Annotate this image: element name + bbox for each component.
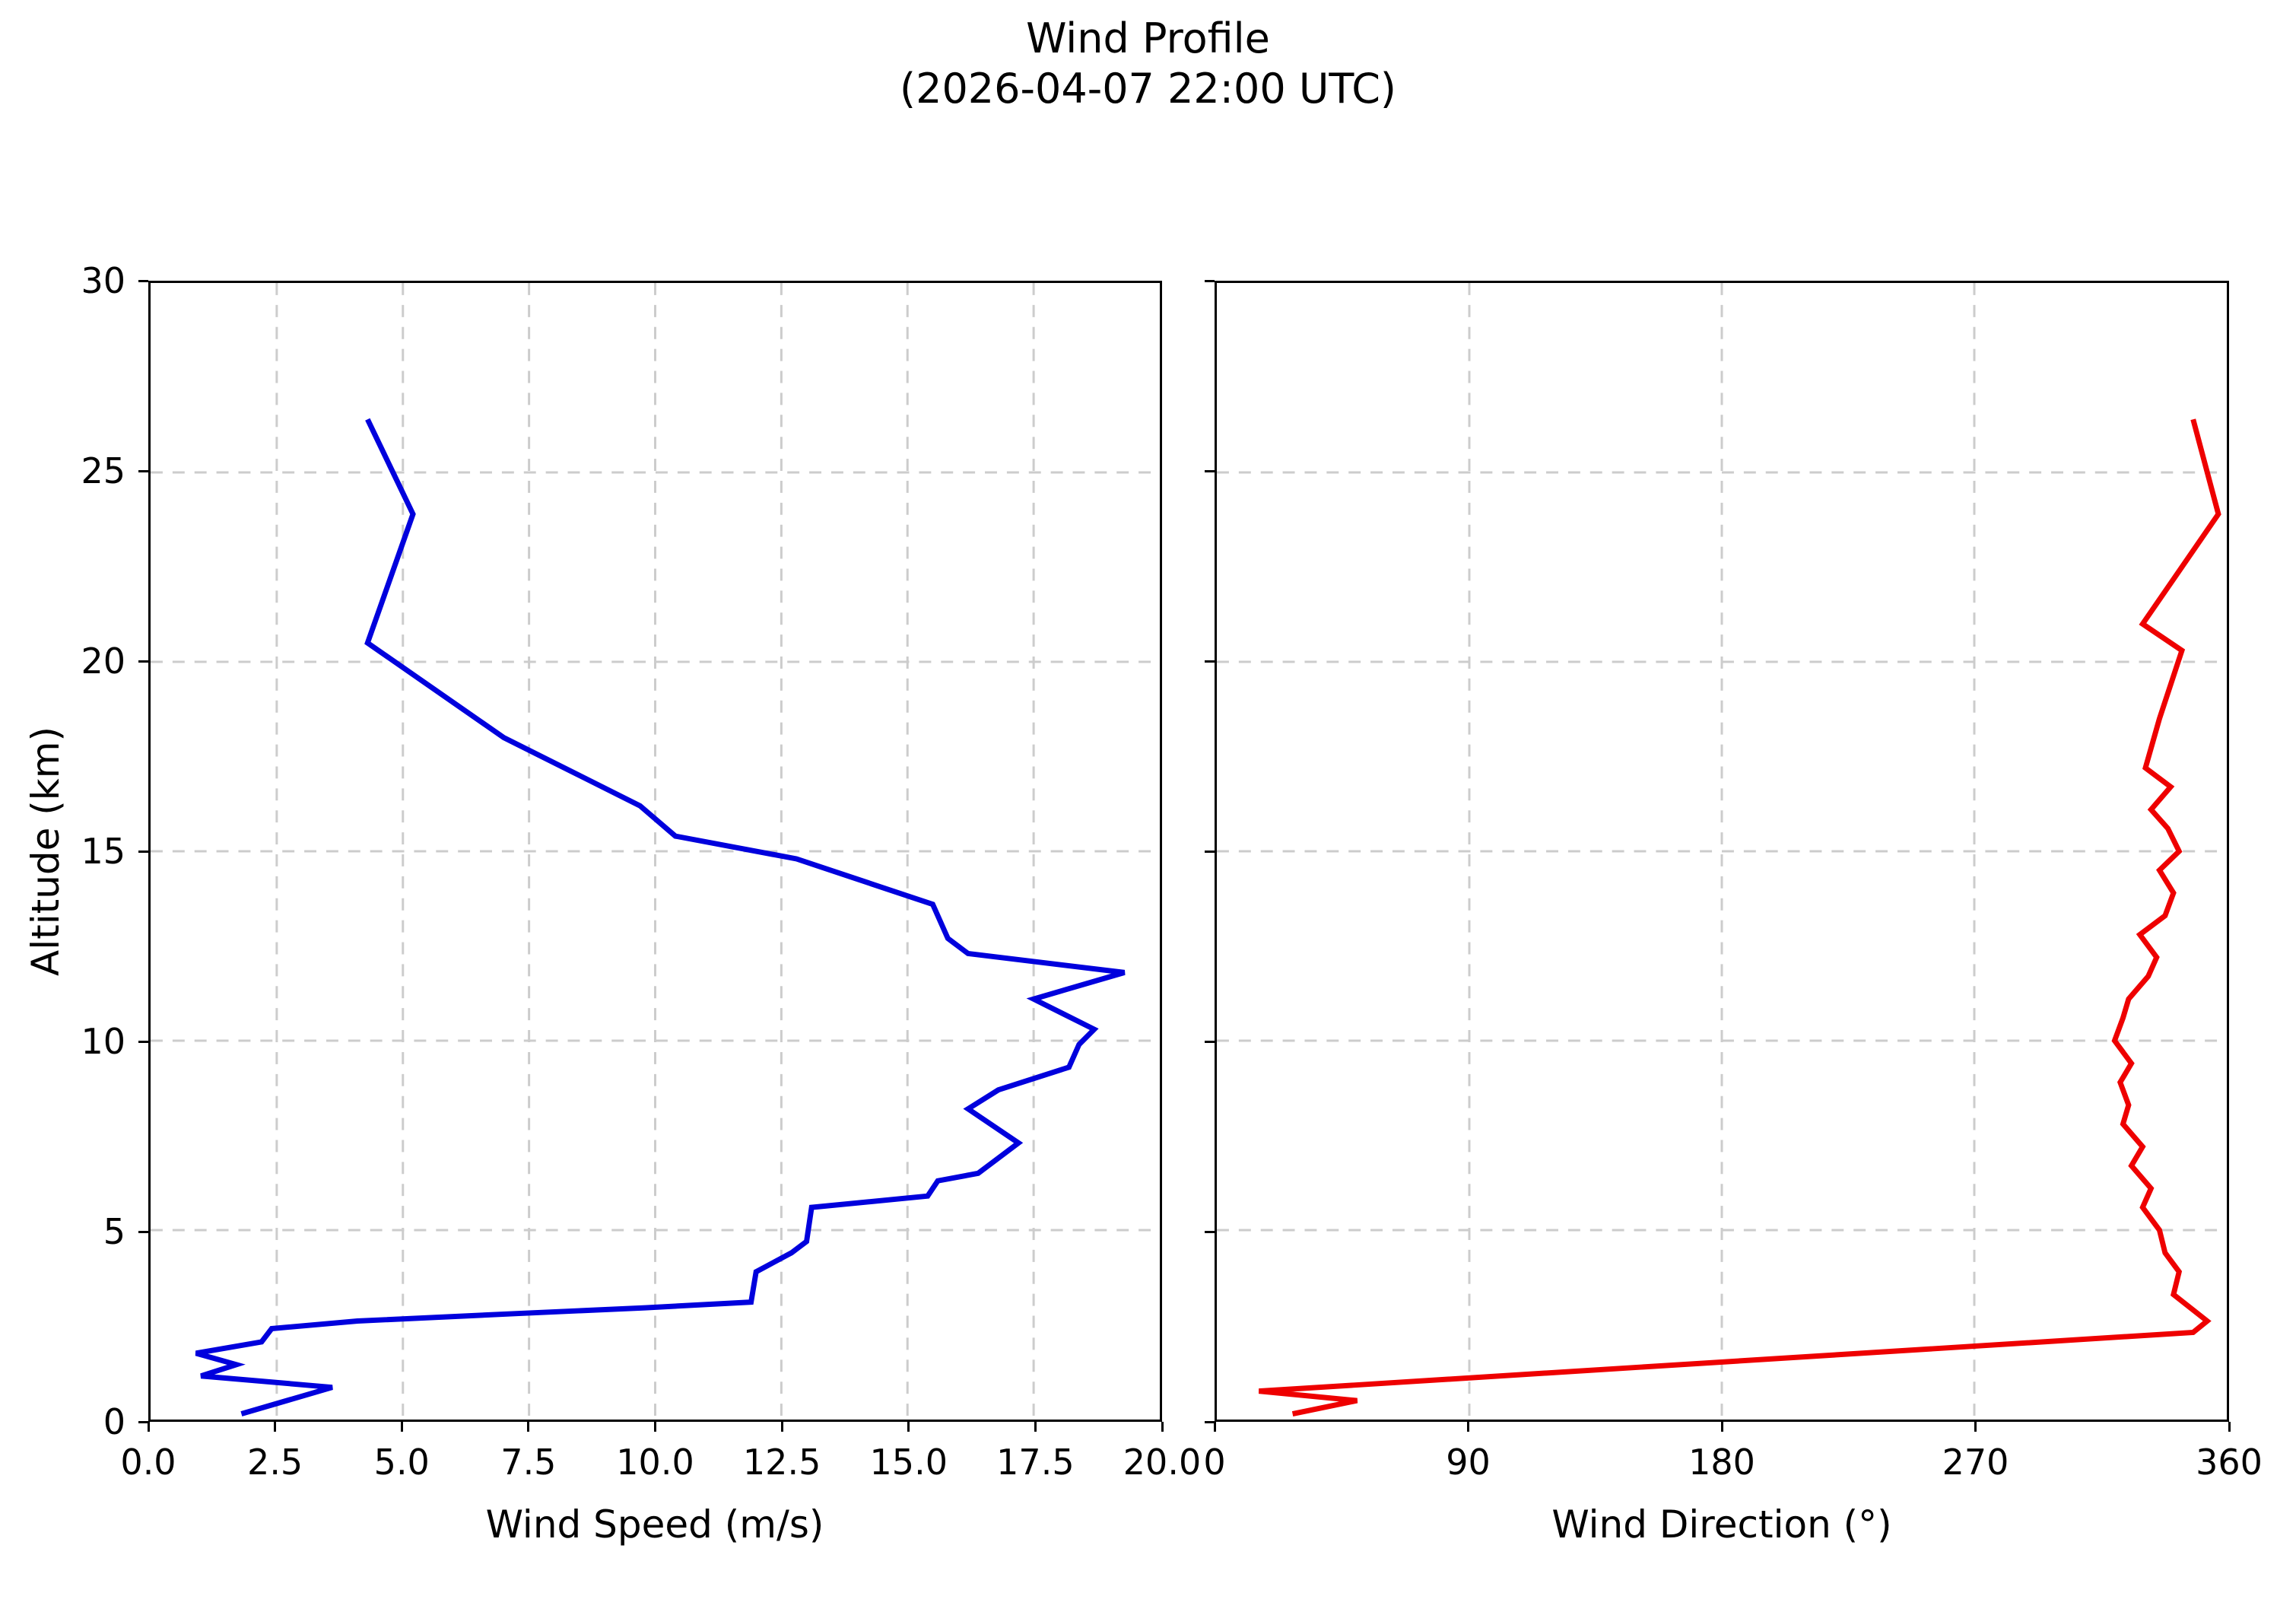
x-axis-label-wind-speed: Wind Speed (m/s) xyxy=(485,1502,824,1547)
y-tick-label: 25 xyxy=(81,450,125,491)
x-tick-mark xyxy=(1034,1422,1037,1432)
x-tick-mark xyxy=(1974,1422,1977,1432)
x-tick-mark xyxy=(654,1422,656,1432)
x-tick-label: 270 xyxy=(1942,1442,2009,1483)
y-tick-mark xyxy=(1205,1230,1215,1233)
y-tick-mark xyxy=(1205,660,1215,663)
x-tick-label: 5.0 xyxy=(373,1442,430,1483)
y-tick-label: 5 xyxy=(103,1211,125,1252)
y-tick-mark xyxy=(138,1040,148,1043)
x-tick-mark xyxy=(400,1422,403,1432)
x-axis-label-wind-direction: Wind Direction (°) xyxy=(1551,1502,1892,1547)
series-line-dir xyxy=(1258,418,2221,1416)
y-tick-mark xyxy=(138,469,148,472)
x-tick-label: 7.5 xyxy=(500,1442,557,1483)
x-tick-label: 180 xyxy=(1688,1442,1755,1483)
x-tick-mark xyxy=(147,1422,150,1432)
y-tick-label: 15 xyxy=(81,831,125,872)
wind-speed-plot-panel xyxy=(148,281,1162,1422)
page-title: Wind Profile xyxy=(1026,14,1270,62)
grid-lines xyxy=(151,283,1160,1420)
y-tick-label: 0 xyxy=(103,1401,125,1442)
y-tick-mark xyxy=(138,1230,148,1233)
series-line-speed xyxy=(195,418,1126,1416)
y-tick-mark xyxy=(1205,279,1215,282)
y-tick-mark xyxy=(1205,469,1215,472)
x-tick-mark xyxy=(2228,1422,2231,1432)
x-tick-label: 2.5 xyxy=(247,1442,303,1483)
x-tick-label: 90 xyxy=(1446,1442,1491,1483)
wind-direction-plot-area xyxy=(1217,283,2227,1420)
x-tick-label: 0.0 xyxy=(120,1442,176,1483)
page-subtitle: (2026-04-07 22:00 UTC) xyxy=(900,64,1396,113)
grid-lines xyxy=(1217,283,2227,1420)
x-tick-mark xyxy=(1720,1422,1723,1432)
x-tick-mark xyxy=(1467,1422,1469,1432)
y-tick-mark xyxy=(138,660,148,663)
y-tick-mark xyxy=(1205,1040,1215,1043)
x-tick-label: 0 xyxy=(1203,1442,1226,1483)
y-tick-mark xyxy=(1205,1420,1215,1423)
figure-title-block: Wind Profile (2026-04-07 22:00 UTC) xyxy=(0,14,2296,114)
x-tick-label: 20.0 xyxy=(1123,1442,1202,1483)
x-tick-label: 15.0 xyxy=(869,1442,948,1483)
x-tick-label: 17.5 xyxy=(996,1442,1075,1483)
wind-direction-plot-panel xyxy=(1215,281,2229,1422)
x-tick-mark xyxy=(780,1422,783,1432)
y-tick-label: 20 xyxy=(81,641,125,682)
x-tick-mark xyxy=(1161,1422,1164,1432)
x-tick-mark xyxy=(527,1422,530,1432)
y-tick-label: 30 xyxy=(81,260,125,301)
x-tick-mark xyxy=(1213,1422,1216,1432)
x-tick-label: 360 xyxy=(2196,1442,2263,1483)
y-tick-mark xyxy=(138,279,148,282)
y-tick-mark xyxy=(138,1420,148,1423)
wind-speed-plot-area xyxy=(151,283,1160,1420)
x-tick-label: 12.5 xyxy=(742,1442,821,1483)
y-tick-mark xyxy=(1205,850,1215,853)
y-tick-mark xyxy=(138,850,148,853)
x-tick-mark xyxy=(907,1422,910,1432)
x-tick-label: 10.0 xyxy=(616,1442,694,1483)
x-tick-mark xyxy=(274,1422,277,1432)
y-tick-label: 10 xyxy=(81,1021,125,1062)
